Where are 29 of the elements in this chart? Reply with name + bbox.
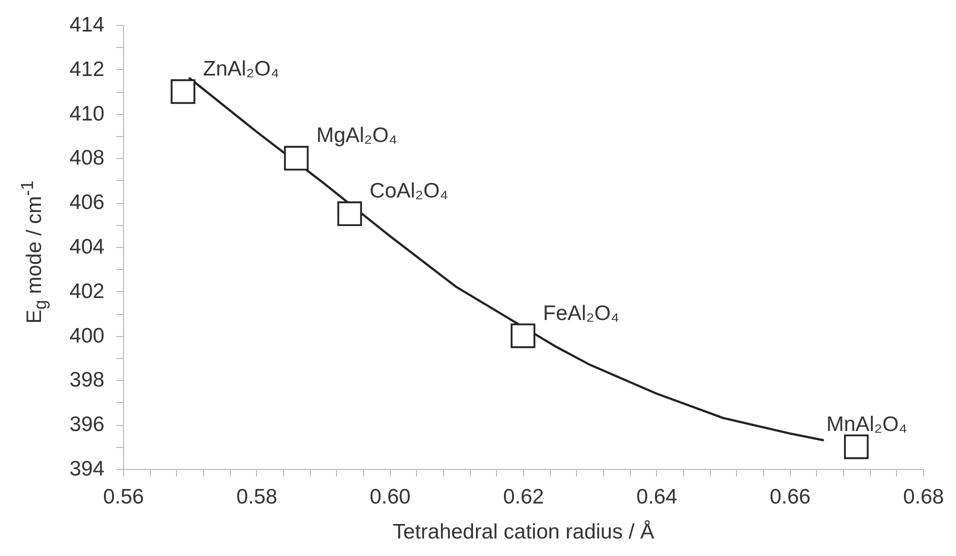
y-tick-label: 412 <box>69 58 104 81</box>
point <box>284 146 309 170</box>
y-tick-label: 398 <box>69 368 104 392</box>
x-tick-label: 0.64 <box>636 486 678 508</box>
x-tick-label: 0.58 <box>236 486 278 508</box>
annotation: MnAl₂O₄ <box>826 412 908 436</box>
y-tick-label: 402 <box>69 280 104 303</box>
x-tick-label: 0.66 <box>770 486 811 508</box>
x-tick-label: 0.68 <box>903 486 944 508</box>
annotation: ZnAl₂O₄ <box>203 58 280 81</box>
y-tick-label: 408 <box>69 146 104 170</box>
annotation: FeAl₂O₄ <box>543 302 620 325</box>
y-tick-label: 410 <box>69 102 104 126</box>
annotation: MgAl₂O₄ <box>316 124 398 148</box>
x-tick-label: 0.60 <box>370 486 411 508</box>
point <box>510 324 536 348</box>
y-tick-label: 414 <box>69 14 105 36</box>
y-tick-label: 394 <box>69 458 105 480</box>
y-tick-label: 404 <box>69 236 105 258</box>
x-tick-label: 0.56 <box>103 486 144 508</box>
y-tick-label: 406 <box>69 191 104 214</box>
y-tick-label: 396 <box>69 413 104 436</box>
point <box>844 434 869 460</box>
point <box>170 79 196 104</box>
x-axis-title: Tetrahedral cation radius / Å <box>392 520 654 544</box>
point <box>337 201 362 226</box>
x-tick-label: 0.62 <box>503 486 544 508</box>
y-tick-label: 400 <box>69 324 104 348</box>
annotation: CoAl₂O₄ <box>370 180 448 203</box>
